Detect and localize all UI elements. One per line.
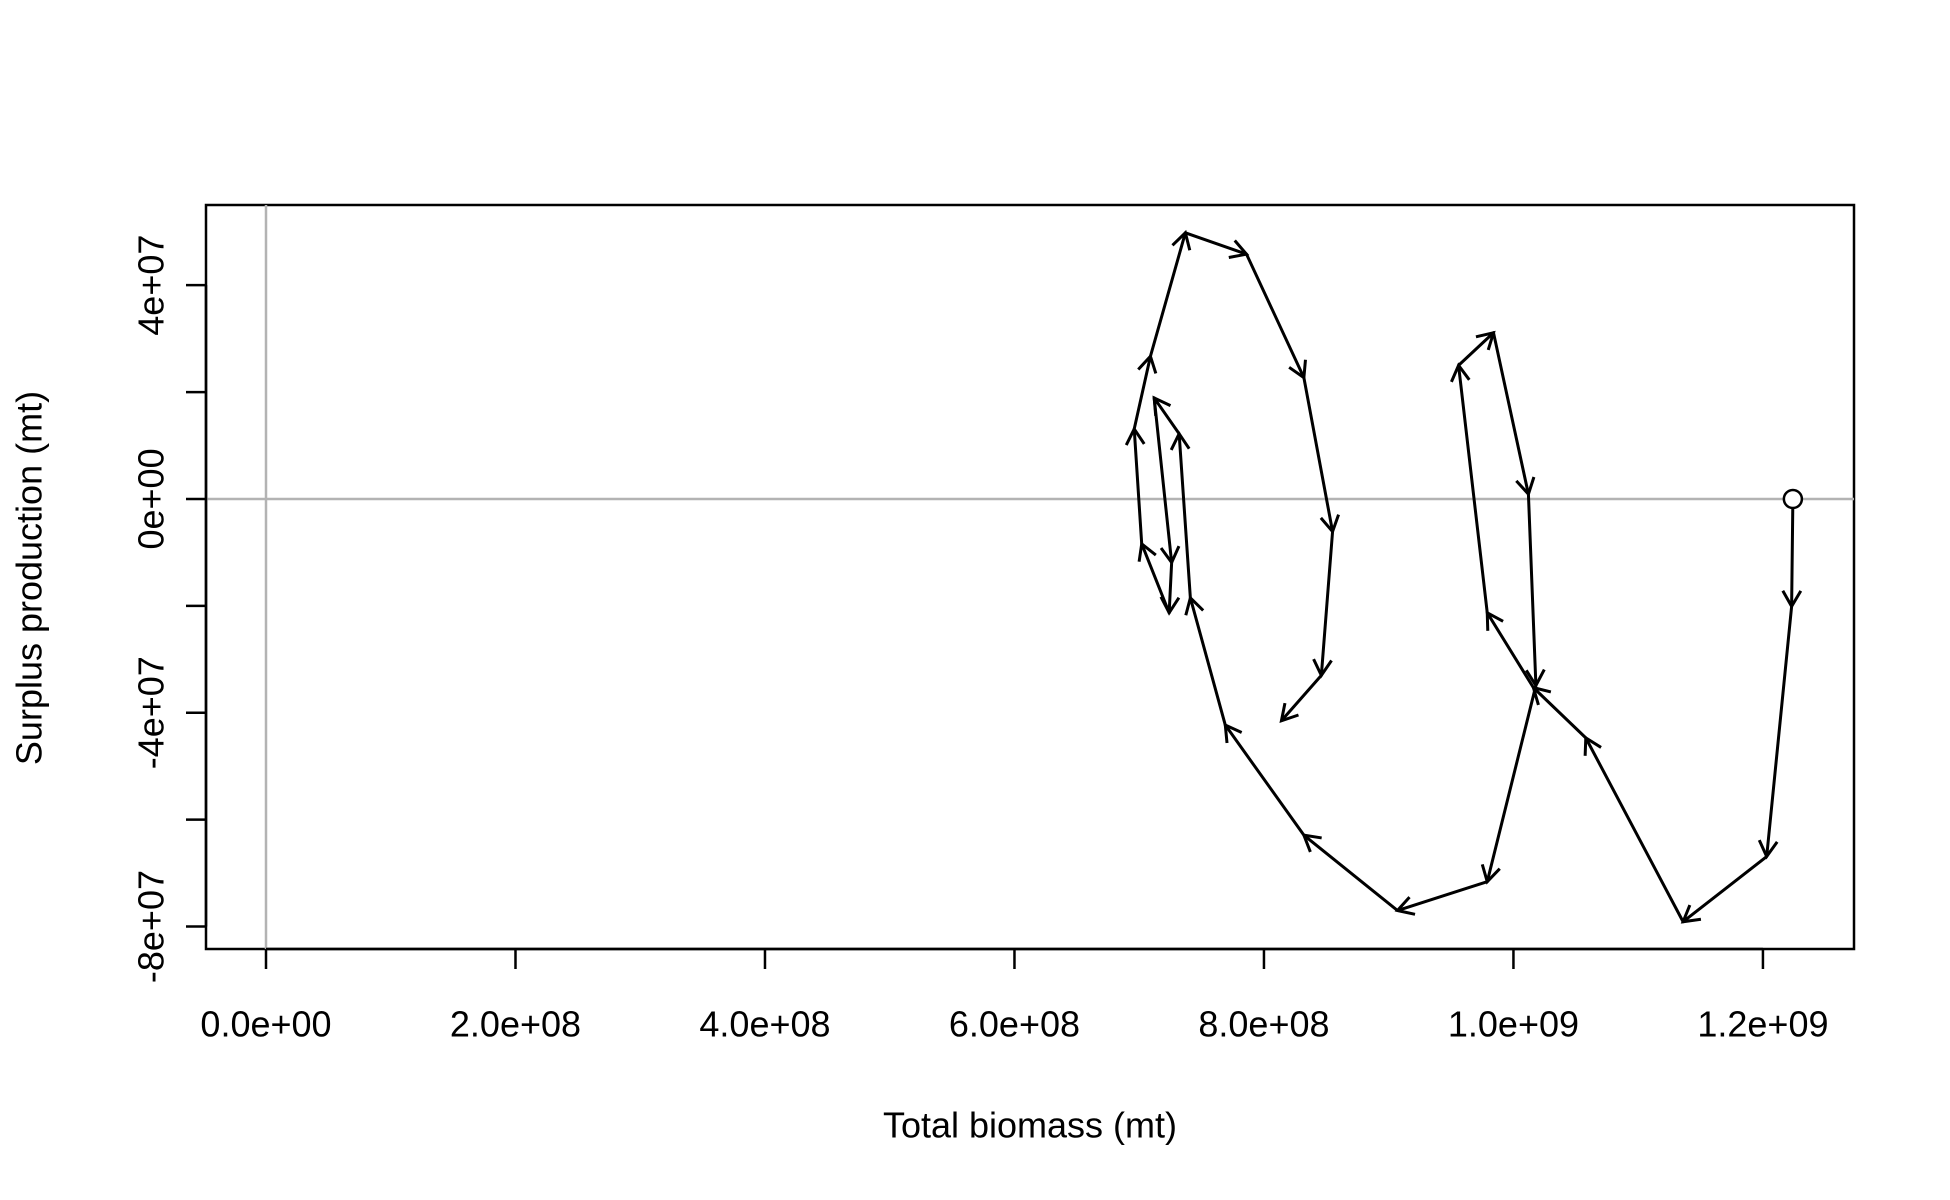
y-axis-title: Surplus production (mt) [9, 391, 50, 765]
arrow-head [1480, 863, 1501, 885]
arrow-head [1223, 722, 1243, 744]
plot-box [204, 203, 1856, 951]
arrow-head [1583, 735, 1602, 756]
y-tick-label: 0e+00 [131, 448, 172, 549]
arrow-head [1757, 839, 1779, 860]
arrow-head [1531, 685, 1552, 706]
y-tick-label: 4e+07 [131, 235, 172, 336]
arrow-head [1279, 702, 1299, 724]
arrow-head [1137, 541, 1157, 562]
arrow-head [1319, 514, 1340, 535]
arrow-head [1301, 833, 1322, 853]
x-tick-label: 1.2e+09 [1697, 1004, 1828, 1045]
y-tick-label: -8e+07 [131, 870, 172, 983]
arrow-head [1169, 430, 1191, 451]
arrow-head [1680, 904, 1702, 924]
arrow-head [1450, 362, 1471, 383]
arrow-head [1159, 596, 1181, 616]
arrow-head [1228, 239, 1250, 259]
x-tick-label: 1.0e+09 [1448, 1004, 1579, 1045]
x-tick-label: 8.0e+08 [1198, 1004, 1329, 1045]
arrow-head [1152, 395, 1172, 417]
arrow-head [1394, 896, 1416, 916]
arrow-head [1288, 359, 1307, 381]
y-tick-label: -4e+07 [131, 656, 172, 769]
x-tick-label: 6.0e+08 [949, 1004, 1080, 1045]
arrow-head [1137, 353, 1158, 374]
x-tick-label: 2.0e+08 [450, 1004, 581, 1045]
arrow-head [1159, 545, 1181, 566]
arrow-head [1312, 658, 1333, 679]
arrow-head [1475, 330, 1496, 351]
arrow-head [1781, 589, 1803, 610]
arrow-head [1124, 425, 1146, 446]
arrow-head [1515, 476, 1536, 498]
x-tick-label: 4.0e+08 [699, 1004, 830, 1045]
trajectory-line [1132, 231, 1795, 924]
arrow-head [1184, 594, 1205, 616]
arrow-head [1485, 610, 1504, 631]
x-tick-label: 0.0e+00 [200, 1004, 331, 1045]
arrow-head [1525, 668, 1546, 689]
start-point [1782, 488, 1804, 510]
arrow-head [1171, 229, 1192, 251]
x-axis-title: Total biomass (mt) [883, 1105, 1177, 1146]
